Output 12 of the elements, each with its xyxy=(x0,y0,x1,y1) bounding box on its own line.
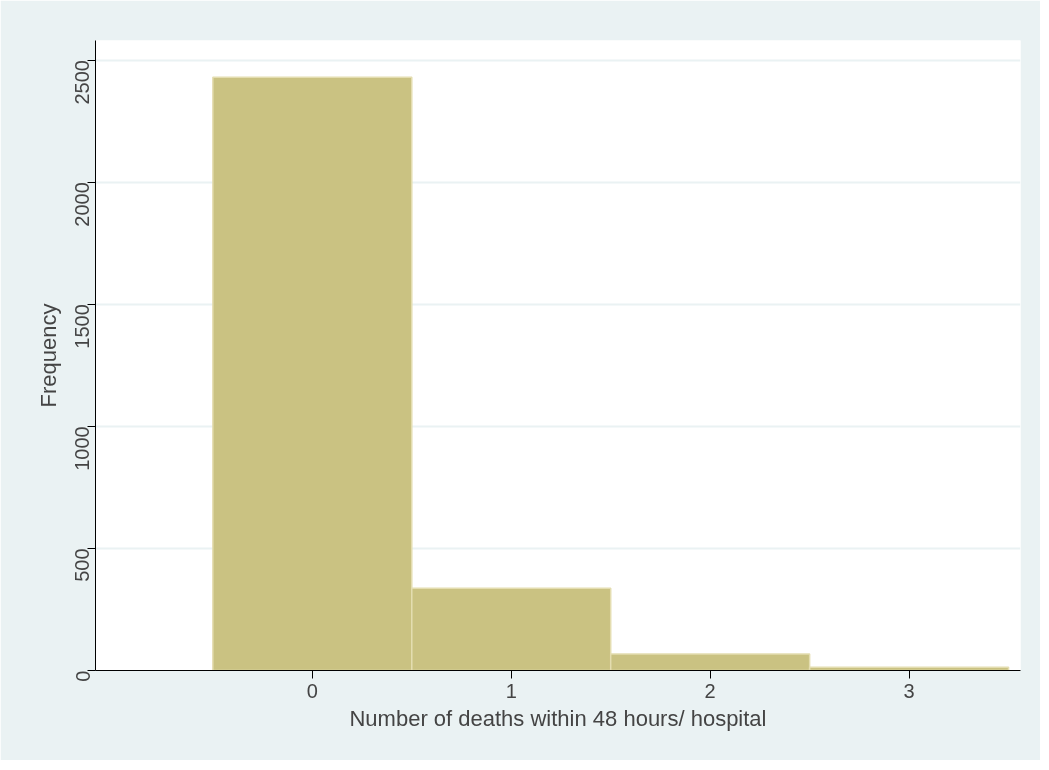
y-tick-label: 500 xyxy=(71,548,94,582)
y-tick-label: 0 xyxy=(71,670,94,682)
y-tick-label: 2500 xyxy=(71,60,94,105)
y-tick-label: 1000 xyxy=(71,426,94,471)
x-axis-title: Number of deaths within 48 hours/ hospital xyxy=(349,705,767,731)
y-axis-title: Frequency xyxy=(35,303,61,408)
y-tick-label: 1500 xyxy=(71,304,94,349)
x-tick-label: 0 xyxy=(306,679,318,702)
x-tick-label: 3 xyxy=(903,679,915,702)
y-tick-label: 2000 xyxy=(71,182,94,227)
x-tick-label: 2 xyxy=(704,679,716,702)
x-tick-label: 1 xyxy=(505,679,517,702)
